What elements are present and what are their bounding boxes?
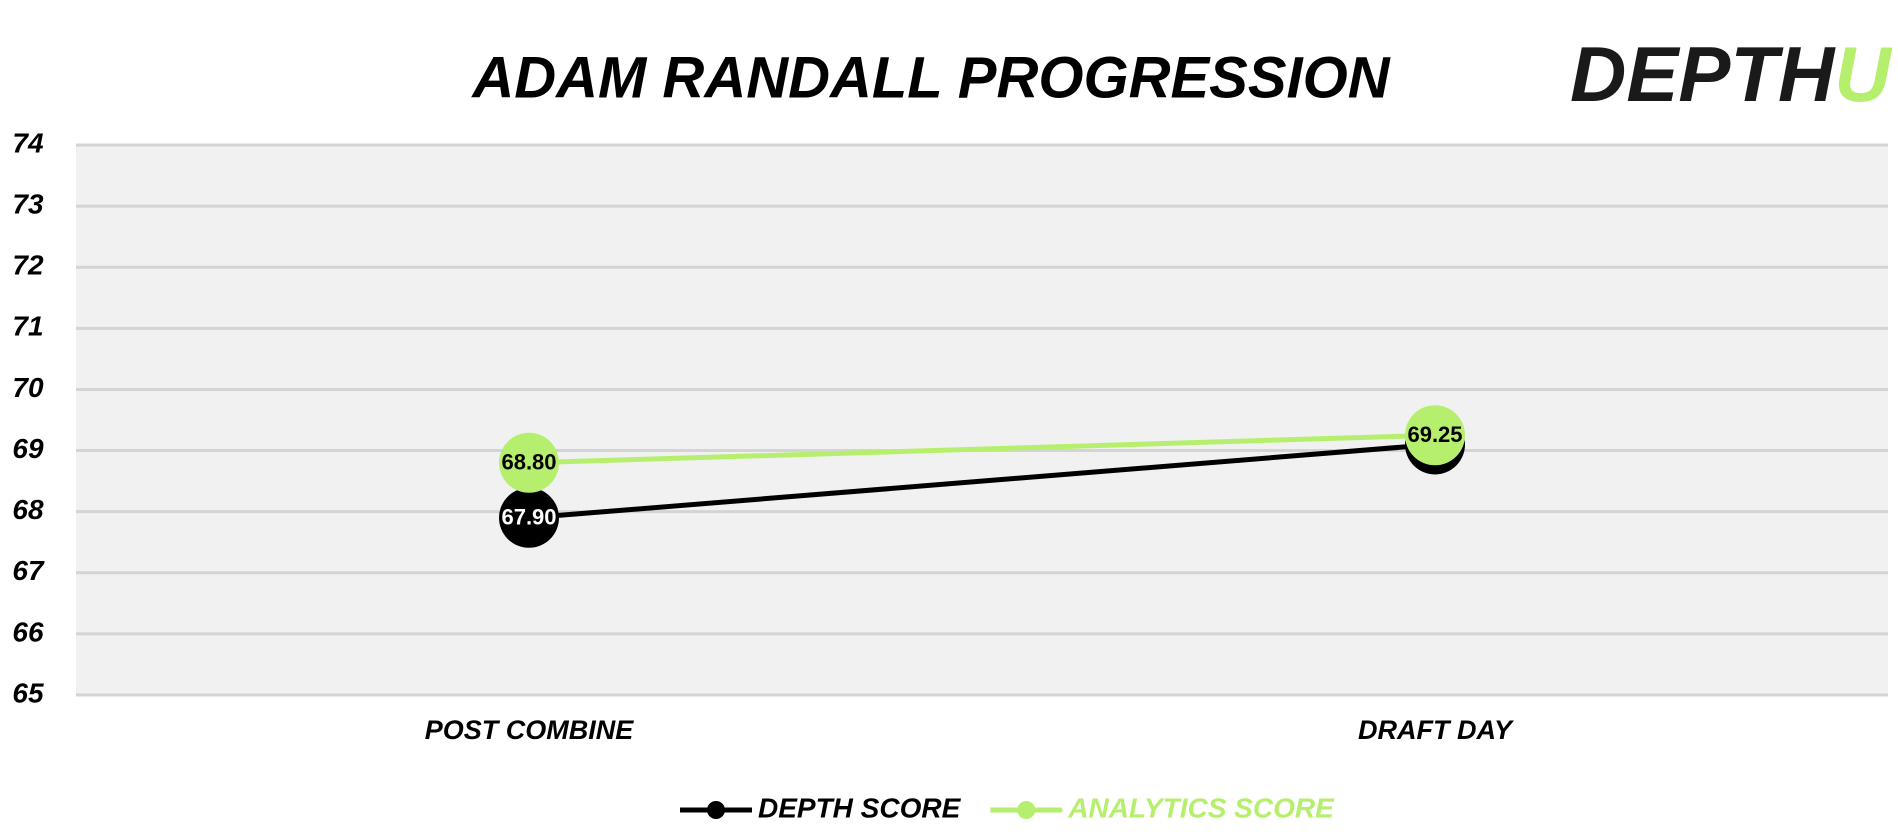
logo-accent: U [1834, 30, 1892, 118]
legend-marker [1017, 801, 1036, 819]
legend-marker [707, 801, 725, 819]
legend-label: DEPTH SCORE [758, 792, 962, 823]
data-label: 67.90 [501, 505, 556, 530]
data-label: 69.25 [1407, 422, 1462, 447]
chart-title: ADAM RANDALL PROGRESSION [470, 45, 1390, 110]
x-tick-label: POST COMBINE [425, 715, 635, 745]
y-tick-label: 70 [12, 372, 44, 403]
y-tick-label: 68 [12, 494, 44, 525]
x-tick-label: DRAFT DAY [1358, 715, 1515, 745]
y-tick-label: 69 [12, 433, 44, 464]
data-label: 68.80 [501, 450, 556, 475]
series-line [528, 441, 1436, 521]
y-tick-label: 73 [12, 189, 44, 220]
data-point [499, 432, 559, 493]
y-tick-label: 74 [12, 127, 44, 158]
y-tick-label: 66 [12, 616, 44, 647]
data-point [499, 487, 559, 548]
data-point [1405, 405, 1465, 466]
logo: DEPTHU [1570, 30, 1892, 118]
plot-background [76, 145, 1888, 695]
legend-label: ANALYTICS SCORE [1067, 792, 1335, 823]
series-line [528, 432, 1436, 466]
y-tick-label: 65 [12, 677, 44, 708]
y-tick-label: 71 [12, 311, 43, 342]
y-tick-label: 72 [12, 250, 44, 281]
logo-main: DEPTH [1570, 30, 1836, 118]
y-tick-label: 67 [12, 555, 45, 586]
